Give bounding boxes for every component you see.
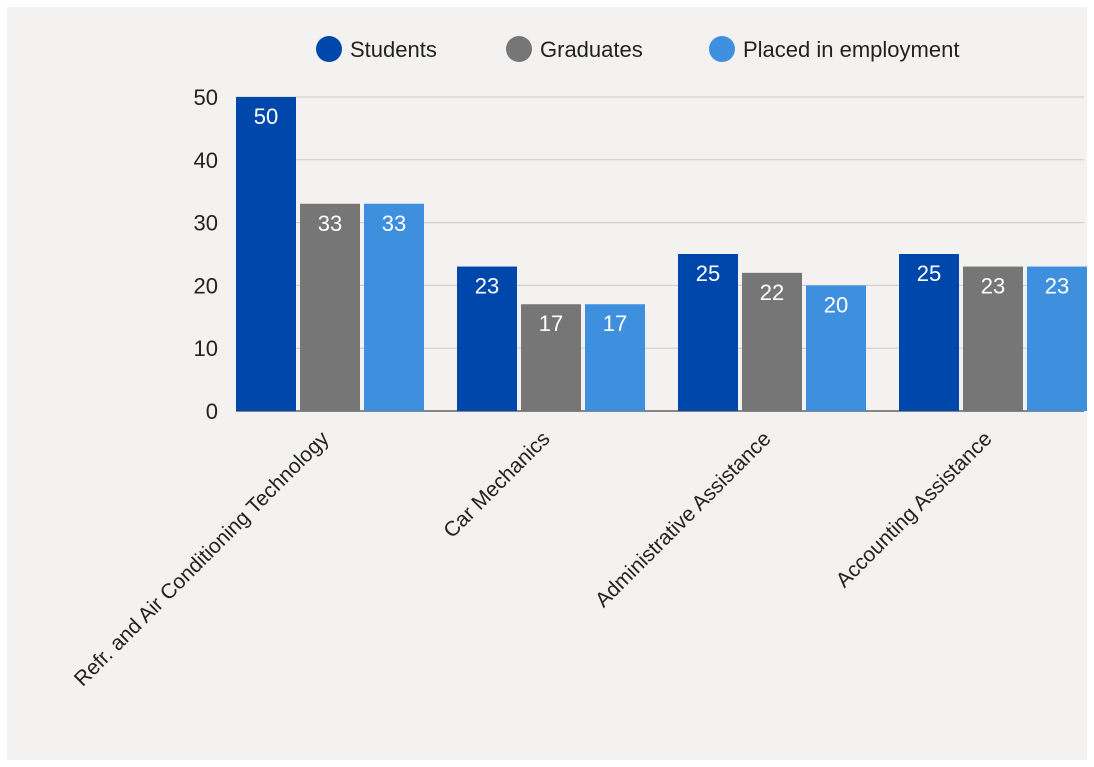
legend-item: Placed in employment xyxy=(709,36,959,62)
legend: Students Graduates Placed in employment xyxy=(316,36,959,62)
data-label: 17 xyxy=(539,311,563,336)
data-label: 17 xyxy=(603,311,627,336)
bar-graduates xyxy=(300,203,360,411)
data-label: 23 xyxy=(475,274,499,299)
data-label: 25 xyxy=(696,261,720,286)
x-category-label: Refr. and Air Conditioning Technology xyxy=(70,427,334,691)
data-label: 20 xyxy=(824,292,848,317)
bar-graduates xyxy=(521,304,581,411)
y-tick-label: 30 xyxy=(194,211,218,236)
legend-item: Students xyxy=(316,36,437,62)
bar-placed-in-employment xyxy=(1027,266,1087,411)
y-tick-label: 40 xyxy=(194,148,218,173)
x-axis: Refr. and Air Conditioning Technology Car… xyxy=(70,427,997,691)
bars xyxy=(236,97,1087,411)
bar-graduates xyxy=(742,272,802,411)
y-tick-label: 10 xyxy=(194,336,218,361)
legend-label: Students xyxy=(350,37,437,62)
x-category-label: Accounting Assistance xyxy=(832,427,997,592)
data-label: 23 xyxy=(1045,274,1069,299)
bar-graduates xyxy=(963,266,1023,411)
legend-swatch xyxy=(316,36,342,62)
data-label: 23 xyxy=(981,274,1005,299)
legend-label: Graduates xyxy=(540,37,643,62)
data-label: 25 xyxy=(917,261,941,286)
y-tick-label: 0 xyxy=(206,399,218,424)
data-label: 50 xyxy=(254,104,278,129)
data-label: 33 xyxy=(318,211,342,236)
y-tick-label: 20 xyxy=(194,273,218,298)
legend-item: Graduates xyxy=(506,36,643,62)
bar-students xyxy=(899,254,959,411)
x-category-label: Administrative Assistance xyxy=(591,427,776,612)
data-label: 33 xyxy=(382,211,406,236)
bar-placed-in-employment xyxy=(806,285,866,411)
bar-students xyxy=(236,97,296,411)
data-labels: 50 33 33 23 17 17 25 22 20 25 23 23 xyxy=(254,104,1069,336)
bar-placed-in-employment xyxy=(364,203,424,411)
bar-students xyxy=(678,254,738,411)
x-category-label: Car Mechanics xyxy=(439,427,554,542)
bar-students xyxy=(457,266,517,411)
data-label: 22 xyxy=(760,280,784,305)
y-tick-label: 50 xyxy=(194,85,218,110)
legend-swatch xyxy=(709,36,735,62)
bar-placed-in-employment xyxy=(585,304,645,411)
y-axis: 0 10 20 30 40 50 xyxy=(194,85,218,424)
legend-label: Placed in employment xyxy=(743,37,959,62)
legend-swatch xyxy=(506,36,532,62)
